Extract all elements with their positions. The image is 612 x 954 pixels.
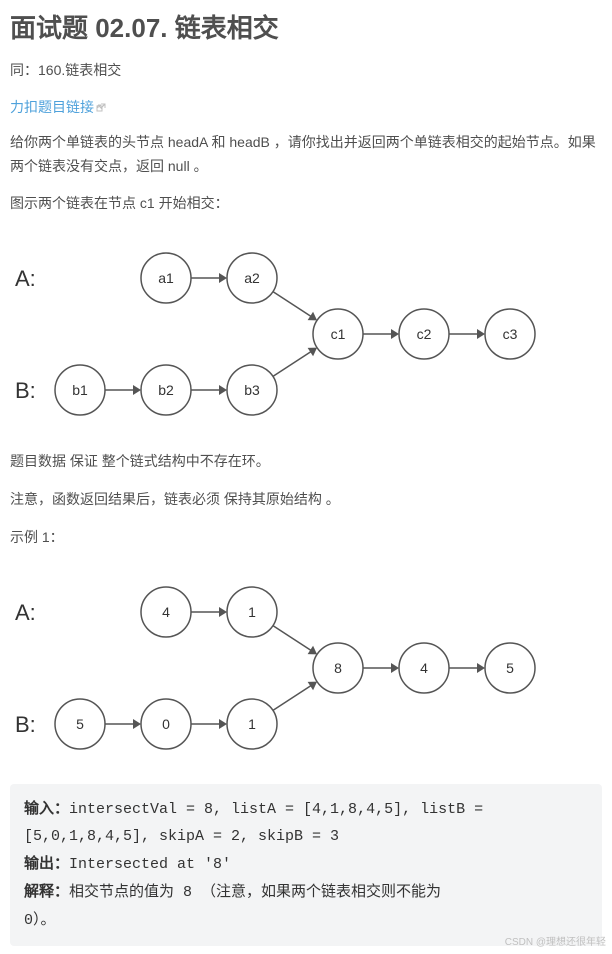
svg-text:A:: A: xyxy=(15,600,36,625)
output-label: 输出： xyxy=(24,856,69,873)
explanation-label: 解释： xyxy=(24,884,69,901)
diagram-1: A: B: a1 a2 b1 b2 b3 c1 c2 c3 xyxy=(10,230,602,430)
diagram-2: A: B: 4 1 5 0 1 8 4 5 xyxy=(10,564,602,764)
svg-text:1: 1 xyxy=(248,604,256,620)
problem-description: 给你两个单链表的头节点 headA 和 headB ，请你找出并返回两个单链表相… xyxy=(10,131,602,179)
explanation-text-1: 相交节点的值为 8 （注意，如果两个链表相交则不能为 xyxy=(69,884,441,901)
code-line: [5,0,1,8,4,5], skipA = 2, skipB = 3 xyxy=(24,823,588,851)
svg-text:5: 5 xyxy=(76,716,84,732)
note-no-cycle: 题目数据 保证 整个链式结构中不存在环。 xyxy=(10,450,602,474)
input-label: 输入： xyxy=(24,801,69,818)
svg-text:8: 8 xyxy=(334,660,342,676)
svg-text:4: 4 xyxy=(162,604,170,620)
page-title: 面试题 02.07. 链表相交 xyxy=(10,8,602,45)
input-text-2: [5,0,1,8,4,5], skipA = 2, skipB = 3 xyxy=(24,828,339,845)
example-label: 示例 1： xyxy=(10,526,602,550)
svg-text:B:: B: xyxy=(15,712,36,737)
svg-text:c2: c2 xyxy=(417,326,432,342)
svg-text:c1: c1 xyxy=(331,326,346,342)
svg-text:4: 4 xyxy=(420,660,428,676)
svg-text:5: 5 xyxy=(506,660,514,676)
svg-text:b3: b3 xyxy=(244,382,260,398)
svg-text:c3: c3 xyxy=(503,326,518,342)
watermark: CSDN @理想还很年轻 xyxy=(505,933,606,948)
svg-text:b1: b1 xyxy=(72,382,88,398)
note-preserve: 注意，函数返回结果后，链表必须 保持其原始结构 。 xyxy=(10,488,602,512)
code-line: 0）。 xyxy=(24,907,588,935)
external-link-icon xyxy=(96,103,106,113)
svg-text:0: 0 xyxy=(162,716,170,732)
svg-text:a1: a1 xyxy=(158,270,174,286)
explanation-text-2: 0）。 xyxy=(24,912,56,929)
svg-text:A:: A: xyxy=(15,266,36,291)
svg-text:b2: b2 xyxy=(158,382,174,398)
link-text: 力扣题目链接 xyxy=(10,99,94,115)
input-text-1: intersectVal = 8, listA = [4,1,8,4,5], l… xyxy=(69,801,483,818)
svg-text:B:: B: xyxy=(15,378,36,403)
svg-text:a2: a2 xyxy=(244,270,260,286)
code-line: 解释：相交节点的值为 8 （注意，如果两个链表相交则不能为 xyxy=(24,879,588,907)
svg-text:1: 1 xyxy=(248,716,256,732)
code-line: 输出：Intersected at '8' xyxy=(24,851,588,879)
diagram-caption: 图示两个链表在节点 c1 开始相交： xyxy=(10,192,602,216)
subtitle: 同：160.链表相交 xyxy=(10,59,602,83)
output-text: Intersected at '8' xyxy=(69,856,231,873)
code-line: 输入：intersectVal = 8, listA = [4,1,8,4,5]… xyxy=(24,796,588,824)
leetcode-link[interactable]: 力扣题目链接 xyxy=(10,97,106,117)
example-codeblock: 输入：intersectVal = 8, listA = [4,1,8,4,5]… xyxy=(10,784,602,947)
